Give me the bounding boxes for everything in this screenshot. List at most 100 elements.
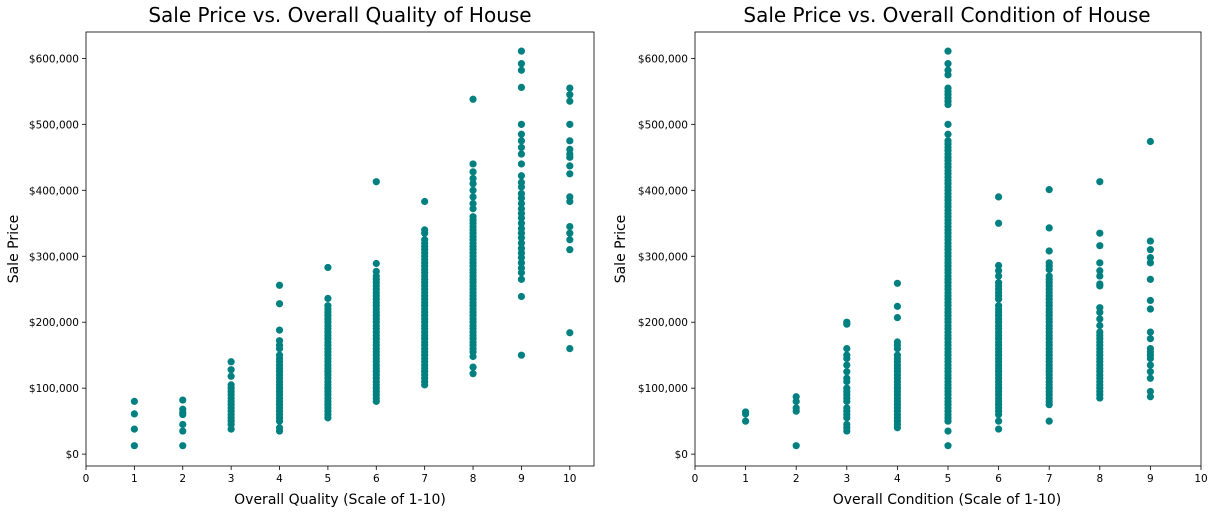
data-point xyxy=(469,174,477,183)
data-point xyxy=(517,130,526,138)
data-point xyxy=(1146,335,1154,343)
data-point xyxy=(1146,393,1154,401)
data-point xyxy=(517,83,526,92)
data-point xyxy=(995,417,1003,425)
x-tick-label: 4 xyxy=(276,473,283,485)
data-point xyxy=(517,137,526,145)
data-point xyxy=(1096,328,1104,336)
data-point xyxy=(944,442,952,450)
data-point xyxy=(227,381,235,389)
data-point xyxy=(517,189,526,198)
data-point xyxy=(843,384,851,392)
data-point xyxy=(1096,304,1104,312)
data-point xyxy=(469,363,477,371)
data-point xyxy=(227,372,235,380)
y-tick-label: $0 xyxy=(675,449,688,461)
data-point xyxy=(1146,344,1154,353)
data-point xyxy=(517,244,526,252)
data-point xyxy=(843,351,851,359)
data-point xyxy=(421,236,429,244)
x-tick-label: 9 xyxy=(1147,473,1154,485)
data-point xyxy=(893,302,901,310)
data-point xyxy=(792,442,800,450)
y-tick-label: $500,000 xyxy=(638,119,688,131)
condition-scatter-svg: Sale Price vs. Overall Condition of Hous… xyxy=(613,3,1208,508)
x-tick-label: 1 xyxy=(742,473,749,485)
data-point xyxy=(421,226,429,234)
data-point xyxy=(566,91,574,99)
x-tick-label: 0 xyxy=(83,473,90,485)
data-point xyxy=(517,47,526,55)
data-point xyxy=(944,66,952,74)
data-point xyxy=(324,302,332,310)
data-point xyxy=(227,366,235,374)
x-tick-label: 10 xyxy=(1194,473,1207,485)
x-tick-label: 3 xyxy=(843,473,850,485)
data-point xyxy=(517,160,526,168)
data-point xyxy=(1146,368,1154,376)
data-point xyxy=(944,130,952,138)
data-point xyxy=(1045,247,1053,255)
x-tick-label: 2 xyxy=(179,473,186,485)
data-point xyxy=(275,424,284,432)
y-tick-label: $300,000 xyxy=(29,251,79,263)
chart-title: Sale Price vs. Overall Quality of House xyxy=(148,3,531,27)
data-point xyxy=(469,180,477,188)
x-tick-label: 6 xyxy=(995,473,1002,485)
chart-title: Sale Price vs. Overall Condition of Hous… xyxy=(743,3,1150,27)
data-point xyxy=(566,84,574,92)
data-point xyxy=(566,236,574,244)
x-axis-label: Overall Condition (Scale of 1-10) xyxy=(833,492,1062,508)
x-tick-label: 10 xyxy=(563,473,576,485)
data-point xyxy=(421,197,429,206)
x-tick-label: 6 xyxy=(373,473,380,485)
data-point xyxy=(517,66,526,74)
data-point xyxy=(742,408,750,416)
data-point xyxy=(742,417,750,425)
y-axis-label: Sale Price xyxy=(613,215,629,284)
data-point xyxy=(517,205,526,213)
data-point xyxy=(1096,315,1104,323)
data-point xyxy=(469,160,477,168)
axis-ticks: 0 1 2 3 4 5 6 7 8 9 10 $0 $100,000 $200,000 $300,000 $4… xyxy=(638,53,1208,485)
data-point xyxy=(944,427,952,435)
data-point xyxy=(1096,242,1104,250)
data-point xyxy=(469,199,477,208)
plot-frame xyxy=(85,31,595,467)
data-point xyxy=(843,368,851,376)
data-point xyxy=(843,420,851,429)
data-point xyxy=(1146,328,1154,336)
data-point xyxy=(275,300,284,308)
x-tick-label: 7 xyxy=(1046,473,1053,485)
data-point xyxy=(469,213,477,221)
data-point xyxy=(1146,259,1154,267)
data-point xyxy=(517,224,526,233)
data-point xyxy=(1146,296,1154,305)
y-tick-label: $300,000 xyxy=(638,251,688,263)
x-tick-label: 0 xyxy=(692,473,699,485)
data-point xyxy=(517,264,526,272)
data-point xyxy=(517,143,526,152)
data-point xyxy=(130,425,138,433)
data-point xyxy=(843,404,851,412)
data-point xyxy=(517,219,526,227)
x-tick-label: 8 xyxy=(1096,473,1103,485)
data-point xyxy=(843,361,851,369)
data-point xyxy=(1045,272,1053,280)
data-point xyxy=(227,358,235,366)
quality-scatter-chart: Sale Price vs. Overall Quality of House … xyxy=(0,0,607,515)
x-tick-label: 2 xyxy=(793,473,800,485)
x-tick-label: 5 xyxy=(945,473,952,485)
data-point xyxy=(1146,275,1154,283)
data-point xyxy=(1146,237,1154,245)
data-point xyxy=(843,318,851,326)
data-point xyxy=(130,397,138,405)
data-point xyxy=(517,172,526,180)
data-point xyxy=(179,396,187,404)
x-tick-label: 4 xyxy=(894,473,901,485)
data-point xyxy=(566,344,574,353)
data-point xyxy=(372,178,380,186)
data-point xyxy=(1146,137,1154,146)
data-point xyxy=(372,259,380,268)
data-point xyxy=(944,120,952,128)
